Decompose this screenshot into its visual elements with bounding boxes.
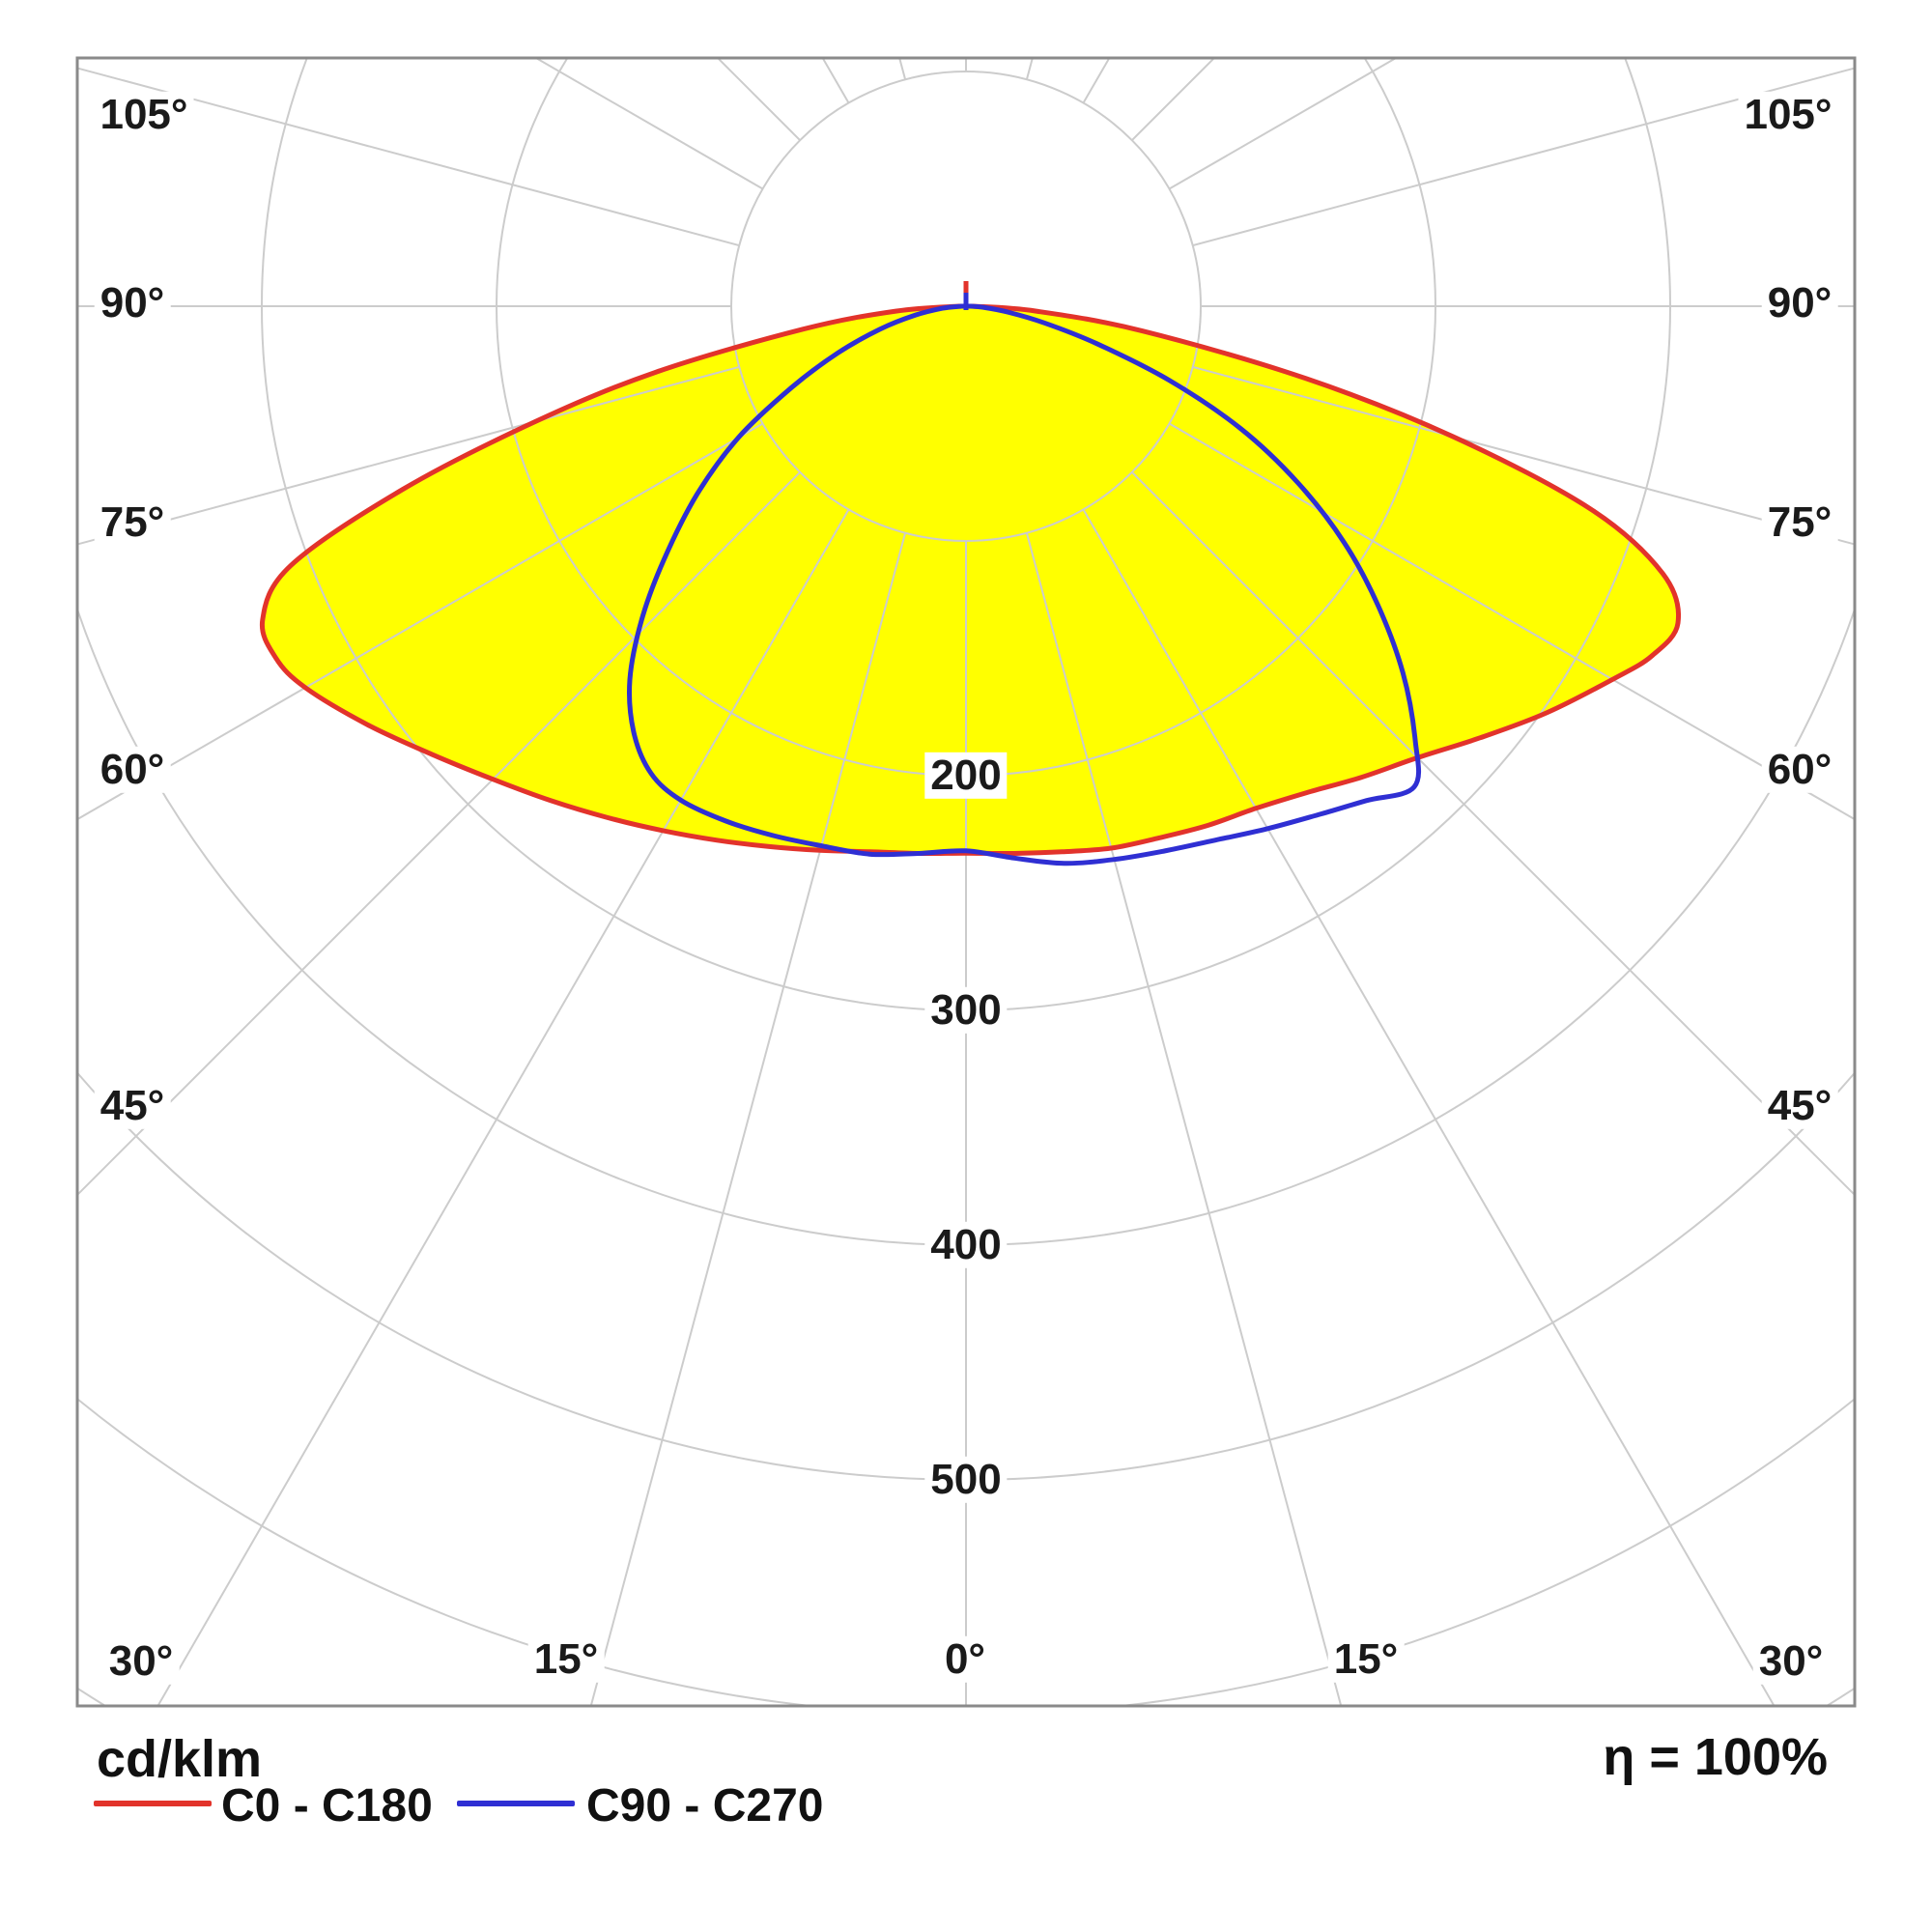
angle-label-12: 0°	[938, 1635, 992, 1684]
angle-label-6: 90°	[1761, 279, 1838, 327]
polar-grid-ray-60	[1168, 422, 1855, 821]
yellow-fill-region	[262, 306, 1679, 854]
angle-label-5: 105°	[1738, 91, 1838, 139]
angle-label-2: 75°	[94, 498, 171, 547]
ring-label-200: 200	[924, 752, 1008, 800]
legend-units-label: cd/klm	[97, 1730, 263, 1788]
angle-label-0: 105°	[94, 91, 194, 139]
polar-grid-ray-30	[1082, 508, 1776, 1706]
polar-grid-ray-345	[589, 532, 907, 1706]
c90-c270-curve	[627, 303, 1422, 866]
angle-label-9: 45°	[1761, 1082, 1838, 1130]
legend-swatch-c90-c270	[457, 1801, 575, 1806]
polar-grid-ray-75	[1192, 365, 1855, 546]
polar-grid-ray-150	[1082, 58, 1111, 104]
efficiency-label: η = 100%	[1603, 1728, 1828, 1786]
angle-label-14: 30°	[1752, 1637, 1830, 1686]
polar-grid-ray-105	[1192, 67, 1855, 247]
angle-label-7: 75°	[1761, 498, 1838, 547]
ring-label-400: 400	[924, 1221, 1008, 1269]
polar-grid-ray-285	[77, 365, 740, 546]
polar-grid-ray-330	[156, 508, 850, 1706]
legend-label-c90-c270: C90 - C270	[586, 1780, 824, 1832]
ring-label-500: 500	[924, 1456, 1008, 1504]
ring-label-300: 300	[924, 986, 1008, 1035]
legend-swatch-c0-c180	[94, 1801, 212, 1806]
polar-grid-ray-315	[77, 471, 801, 1197]
angle-label-11: 15°	[527, 1635, 605, 1684]
polar-grid-ray-165	[1025, 58, 1034, 80]
plot-frame	[75, 56, 1857, 1708]
polar-grid-ray-15	[1025, 532, 1343, 1706]
polar-grid-ray-300	[77, 422, 764, 821]
polar-grid-ray-195	[898, 58, 907, 80]
legend-label-c0-c180: C0 - C180	[221, 1780, 433, 1832]
angle-label-4: 45°	[94, 1082, 171, 1130]
angle-label-8: 60°	[1761, 746, 1838, 794]
polar-grid-ray-255	[77, 67, 740, 247]
angle-label-3: 60°	[94, 746, 171, 794]
angle-label-10: 30°	[102, 1637, 180, 1686]
angle-label-13: 15°	[1327, 1635, 1405, 1684]
angle-label-1: 90°	[94, 279, 171, 327]
polar-grid-ray-210	[821, 58, 850, 104]
polar-grid-ray-45	[1131, 471, 1855, 1197]
